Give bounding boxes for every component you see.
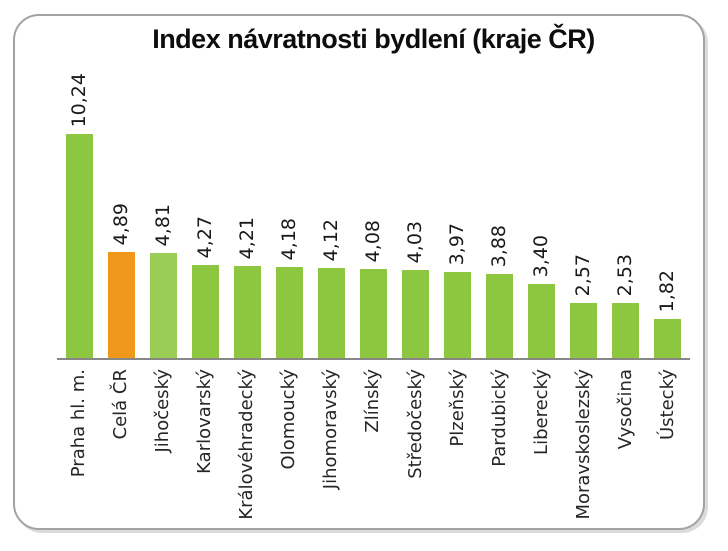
bar-value-label: 4,81 <box>151 203 174 246</box>
bar-value-label: 2,53 <box>614 253 637 296</box>
x-axis-label: Karlovarský <box>194 369 216 474</box>
bar-column: 4,03 <box>395 58 437 359</box>
x-axis-label: Plzeňský <box>446 369 468 447</box>
x-label-cell: Jihomoravský <box>310 369 352 489</box>
bar-value-label: 4,18 <box>277 217 300 260</box>
bar <box>402 270 430 359</box>
x-label-cell: Vysočina <box>605 369 647 449</box>
x-label-cell: Olomoucký <box>268 369 310 469</box>
x-axis-line <box>57 358 690 360</box>
x-axis-label: Zlínský <box>362 369 384 433</box>
bar-column: 1,82 <box>647 58 689 359</box>
x-axis-label: Vysočina <box>614 369 636 450</box>
bar <box>107 252 135 359</box>
bar-column: 3,40 <box>521 58 563 359</box>
bar-value-label: 3,88 <box>488 224 511 267</box>
bar-value-label: 4,21 <box>235 216 258 259</box>
bar-value-label: 4,27 <box>193 215 216 258</box>
bar <box>233 266 261 359</box>
bar <box>612 303 640 359</box>
bar <box>149 253 177 359</box>
x-axis-label: Liberecký <box>530 369 552 455</box>
bar-column: 10,24 <box>58 58 100 359</box>
x-axis-label: Královéhradecký <box>236 369 258 520</box>
bar <box>570 303 598 359</box>
x-axis-labels: Praha hl. m. Celá ČR Jihočeský Karlovarský K… <box>58 369 689 524</box>
bar-column: 4,81 <box>142 58 184 359</box>
bar-value-label: 2,57 <box>572 253 595 296</box>
x-label-cell: Zlínský <box>352 369 394 433</box>
bar-value-label: 4,12 <box>319 218 342 261</box>
x-axis-label: Praha hl. m. <box>68 369 90 478</box>
bar-value-label: 3,97 <box>446 222 469 265</box>
bar-column: 4,12 <box>310 58 352 359</box>
bar <box>359 269 387 359</box>
x-axis-label: Středočeský <box>404 369 426 479</box>
x-label-cell: Liberecký <box>521 369 563 455</box>
bar-value-label: 1,82 <box>656 269 679 312</box>
x-label-cell: Jihočeský <box>142 369 184 453</box>
bar-value-label: 10,24 <box>67 72 90 127</box>
x-axis-label: Celá ČR <box>110 369 132 440</box>
bar <box>317 268 345 359</box>
bar <box>65 134 93 359</box>
bar <box>191 265 219 359</box>
bar-column: 4,89 <box>100 58 142 359</box>
bar-column: 4,21 <box>226 58 268 359</box>
x-label-cell: Ústecký <box>647 369 689 440</box>
bar-column: 4,18 <box>268 58 310 359</box>
x-label-cell: Moravskoslezský <box>563 369 605 520</box>
bar-column: 3,88 <box>479 58 521 359</box>
bar-column: 4,27 <box>184 58 226 359</box>
x-label-cell: Praha hl. m. <box>58 369 100 477</box>
x-axis-label: Olomoucký <box>278 369 300 470</box>
x-axis-label: Jihočeský <box>152 369 174 453</box>
bar-value-label: 4,03 <box>404 220 427 263</box>
bar-value-label: 4,89 <box>109 202 132 245</box>
x-label-cell: Pardubický <box>479 369 521 467</box>
bar-value-label: 3,40 <box>530 234 553 277</box>
bar-column: 2,57 <box>563 58 605 359</box>
x-axis-label: Pardubický <box>488 369 510 467</box>
x-axis-label: Ústecký <box>656 369 678 441</box>
chart-title: Index návratnosti bydlení (kraje ČR) <box>152 24 595 54</box>
bar <box>275 267 303 359</box>
plot-area: 10,24 4,89 4,81 4,27 4,21 4,18 4,12 4,08 4,03 3,9… <box>58 58 689 359</box>
bar-column: 2,53 <box>605 58 647 359</box>
bar-column: 4,08 <box>352 58 394 359</box>
x-label-cell: Středočeský <box>395 369 437 479</box>
x-label-cell: Plzeňský <box>437 369 479 447</box>
bar <box>654 319 682 359</box>
x-axis-label: Moravskoslezský <box>572 369 594 520</box>
bar-value-label: 4,08 <box>361 219 384 262</box>
x-label-cell: Královéhradecký <box>226 369 268 520</box>
bar <box>486 274 514 359</box>
bar <box>528 284 556 359</box>
x-axis-label: Jihomoravský <box>320 369 342 490</box>
bar-column: 3,97 <box>437 58 479 359</box>
x-label-cell: Celá ČR <box>100 369 142 439</box>
x-label-cell: Karlovarský <box>184 369 226 474</box>
bar <box>444 272 472 359</box>
